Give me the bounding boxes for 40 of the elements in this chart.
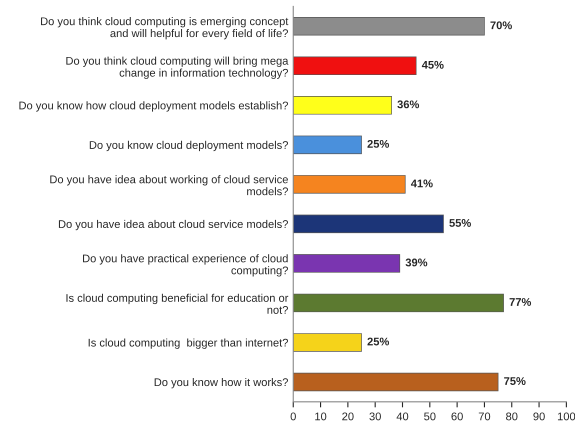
y-tick-label: Do you have idea about cloud service models?	[58, 220, 288, 230]
bar	[293, 333, 362, 352]
y-tick-label: Do you have practical experience of cloud computing?	[83, 254, 288, 277]
x-tick-label: 90	[533, 412, 545, 420]
data-label: 39%	[406, 258, 428, 266]
x-tick-label: 10	[315, 412, 326, 420]
data-label: 25%	[367, 140, 390, 148]
data-label: 77%	[510, 298, 532, 306]
y-tick-label: Do you know cloud deployment models?	[90, 140, 288, 152]
bar	[293, 136, 362, 154]
data-label: 41%	[410, 180, 433, 188]
x-tick-label: 0	[290, 412, 296, 420]
bar	[293, 56, 417, 76]
y-tick-label: Do you know how it works?	[154, 378, 288, 388]
data-label: 36%	[397, 100, 420, 108]
bar	[293, 372, 498, 392]
bar	[293, 175, 406, 194]
x-tick-label: 70	[478, 412, 490, 420]
data-label: 75%	[504, 377, 526, 385]
bar	[293, 294, 504, 312]
x-tick-label: 80	[506, 412, 518, 420]
bar	[293, 254, 400, 273]
data-label: 45%	[422, 60, 444, 69]
y-tick-label: Do you know how cloud deployment models establish?	[19, 101, 288, 112]
x-tick-label: 50	[424, 412, 436, 420]
x-tick-label: 60	[452, 412, 463, 420]
x-tick-label: 100	[558, 412, 575, 420]
x-tick-label: 20	[342, 412, 354, 420]
y-tick-label: Is cloud computing bigger than internet?	[88, 338, 288, 349]
bar	[293, 96, 392, 115]
y-tick-label: Do you think cloud computing is emerging concept and will helpful for every field of life?	[41, 17, 288, 40]
data-label: 55%	[449, 219, 471, 227]
y-tick-label: Do you have idea about working of cloud service models?	[50, 175, 288, 196]
y-tick-label: Do you think cloud computing will bring mega change in information technology?	[66, 56, 288, 79]
x-tick-label: 30	[369, 412, 381, 420]
bar	[293, 214, 444, 234]
y-tick-label: Is cloud computing beneficial for education or not?	[66, 294, 288, 314]
data-label: 25%	[367, 338, 390, 346]
x-tick-label: 40	[396, 412, 408, 420]
data-label: 70%	[490, 21, 512, 30]
